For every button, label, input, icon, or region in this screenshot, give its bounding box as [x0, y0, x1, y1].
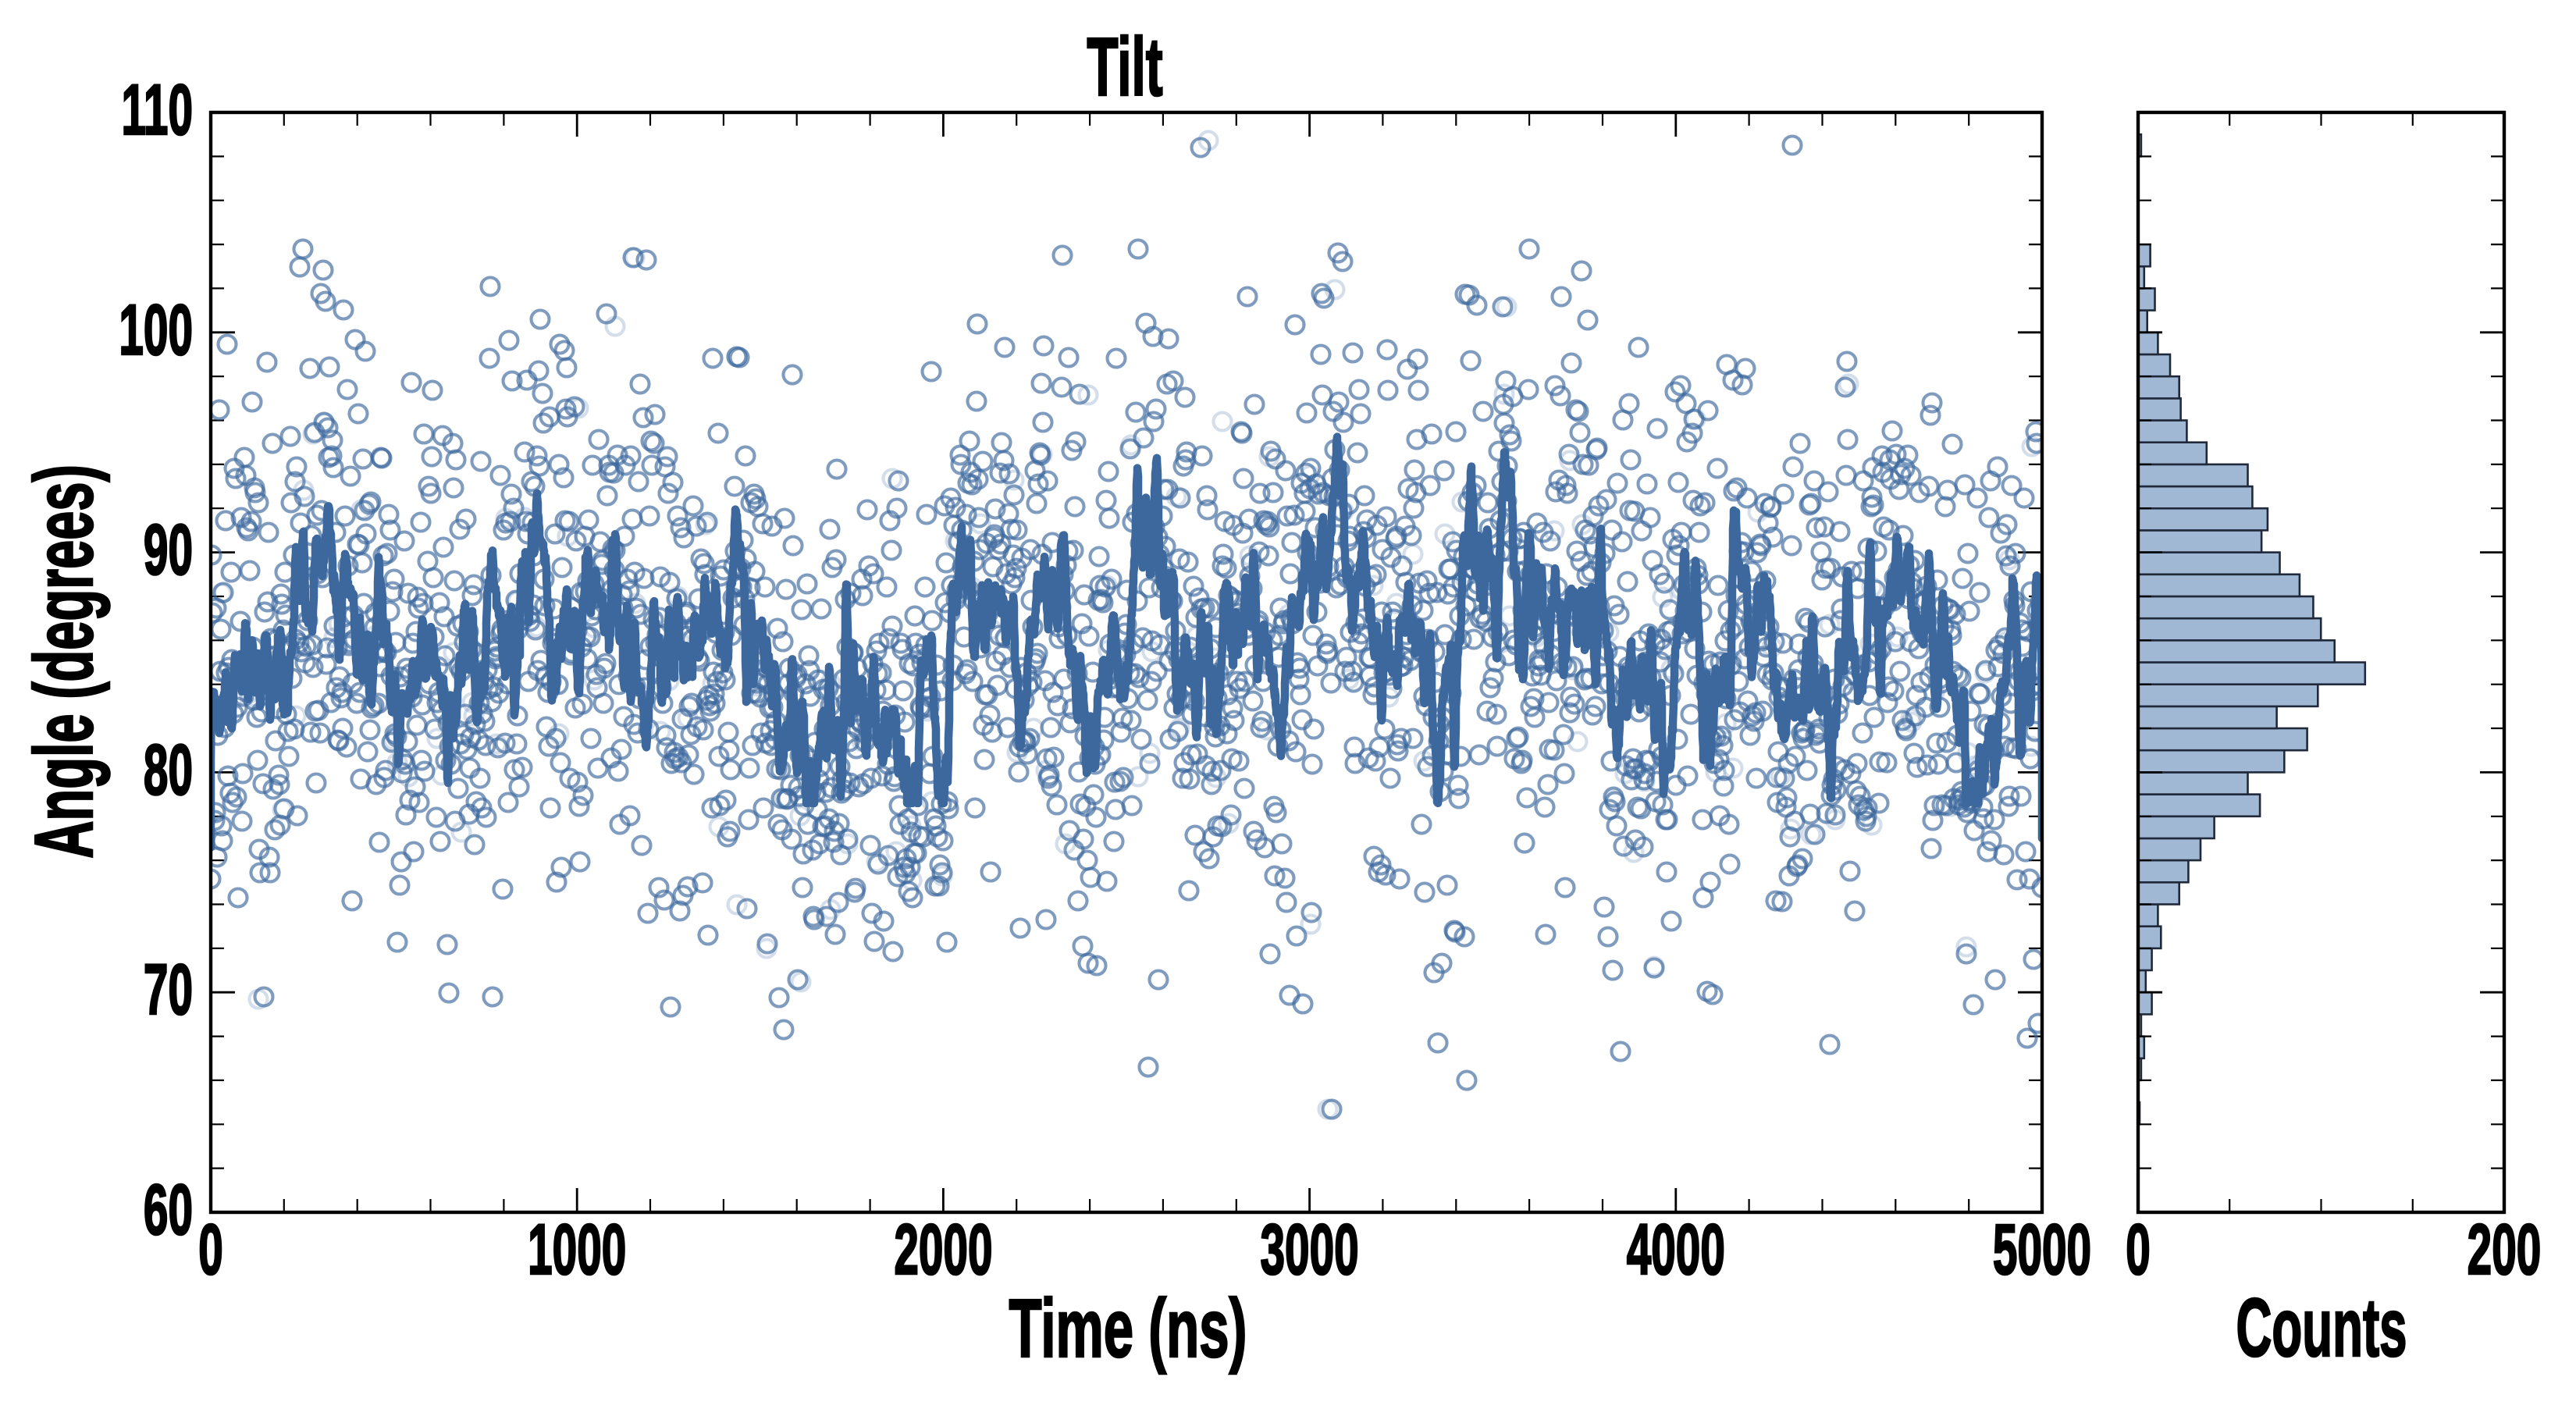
svg-text:80: 80	[144, 731, 193, 810]
svg-text:Time (ns): Time (ns)	[1009, 1282, 1247, 1375]
svg-text:Counts: Counts	[2236, 1281, 2407, 1374]
svg-text:2000: 2000	[894, 1210, 992, 1290]
svg-text:110: 110	[121, 70, 193, 150]
svg-text:70: 70	[144, 950, 193, 1030]
svg-text:3000: 3000	[1261, 1210, 1359, 1290]
svg-text:0: 0	[198, 1210, 223, 1290]
svg-text:100: 100	[119, 290, 193, 370]
svg-text:0: 0	[2126, 1210, 2151, 1290]
svg-text:Angle (degrees): Angle (degrees)	[17, 464, 109, 859]
svg-text:60: 60	[144, 1170, 193, 1250]
svg-text:Tilt: Tilt	[1087, 20, 1162, 113]
svg-text:5000: 5000	[1993, 1210, 2091, 1290]
svg-text:4000: 4000	[1627, 1210, 1725, 1290]
svg-text:200: 200	[2467, 1210, 2542, 1290]
svg-text:90: 90	[144, 511, 193, 590]
svg-text:1000: 1000	[528, 1210, 626, 1290]
